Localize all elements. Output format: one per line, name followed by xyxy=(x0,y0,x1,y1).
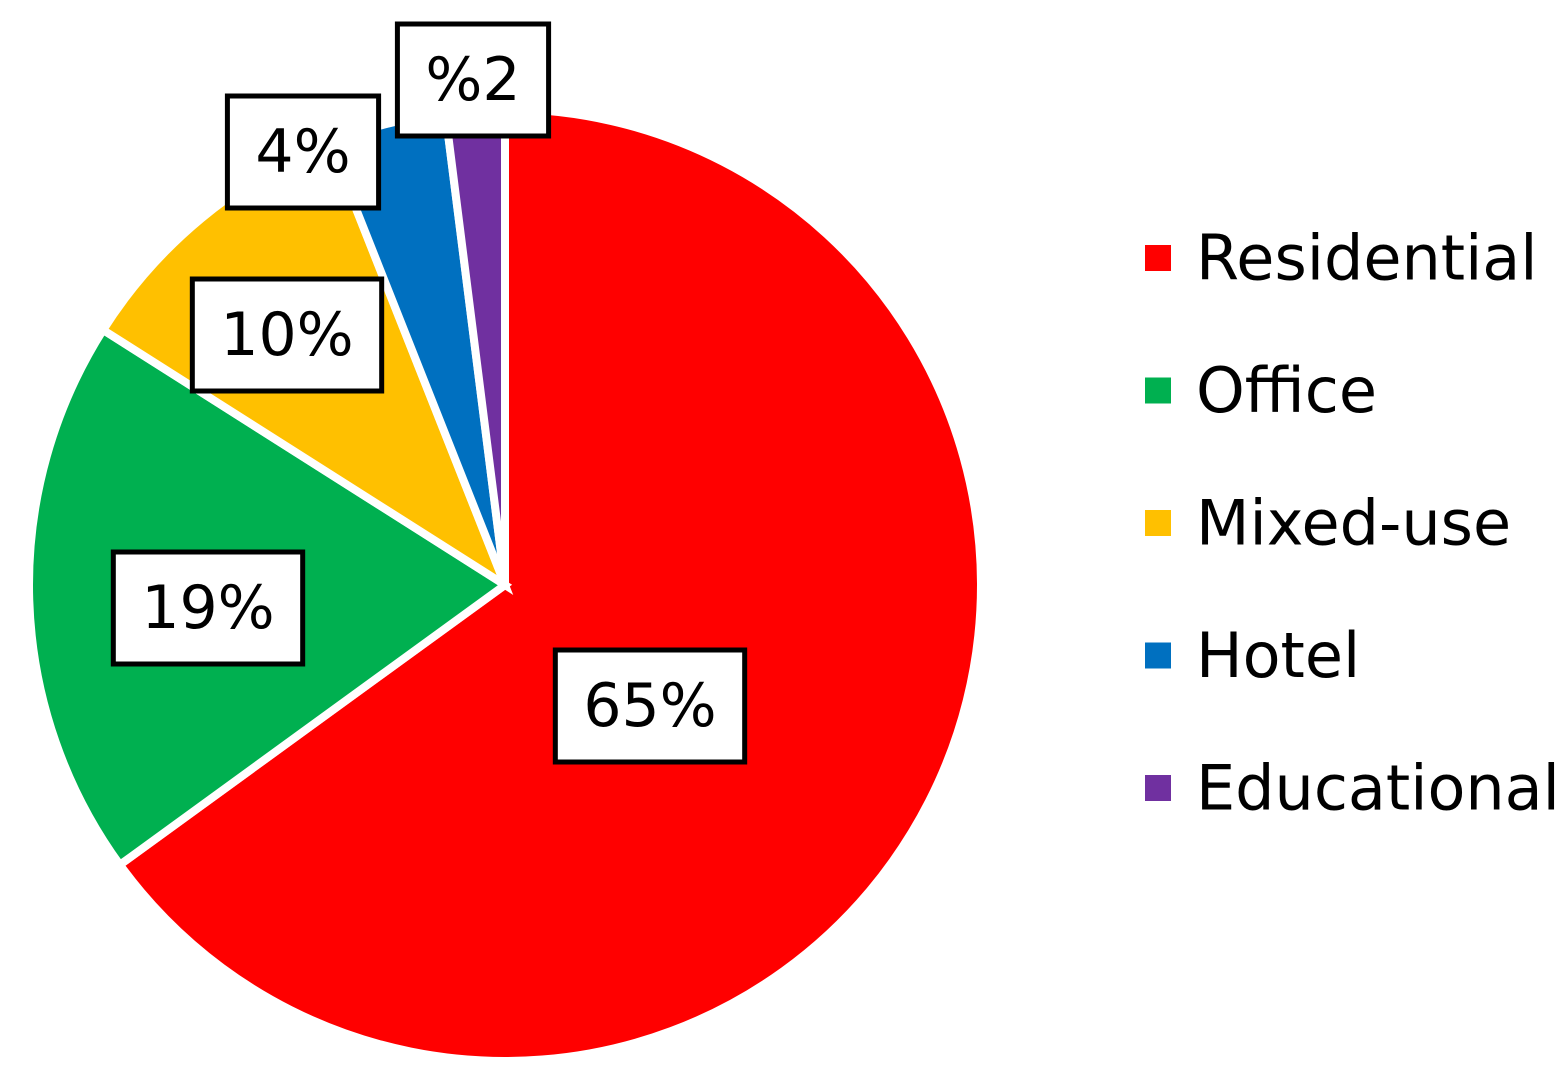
data-label: %2 xyxy=(425,45,520,115)
data-label: 19% xyxy=(141,573,274,643)
pie-slice xyxy=(114,104,985,1065)
legend-swatch xyxy=(1145,775,1171,801)
data-label: 10% xyxy=(220,300,353,370)
legend-label: Educational xyxy=(1196,752,1560,825)
legend-label: Residential xyxy=(1196,222,1538,295)
legend-swatch xyxy=(1145,510,1171,536)
data-label-box xyxy=(552,647,748,765)
data-label: 65% xyxy=(583,671,716,741)
legend-swatch xyxy=(1145,377,1171,404)
data-label-box xyxy=(224,93,382,211)
legend-label: Office xyxy=(1196,354,1377,427)
legend-label: Mixed-use xyxy=(1196,487,1511,560)
data-label-box xyxy=(189,276,385,394)
legend-swatch xyxy=(1145,642,1171,669)
data-label-box xyxy=(394,21,552,139)
data-label: 4% xyxy=(255,117,350,187)
legend-swatch xyxy=(1145,245,1171,271)
data-label-box xyxy=(110,549,306,667)
legend-label: Hotel xyxy=(1196,619,1360,692)
